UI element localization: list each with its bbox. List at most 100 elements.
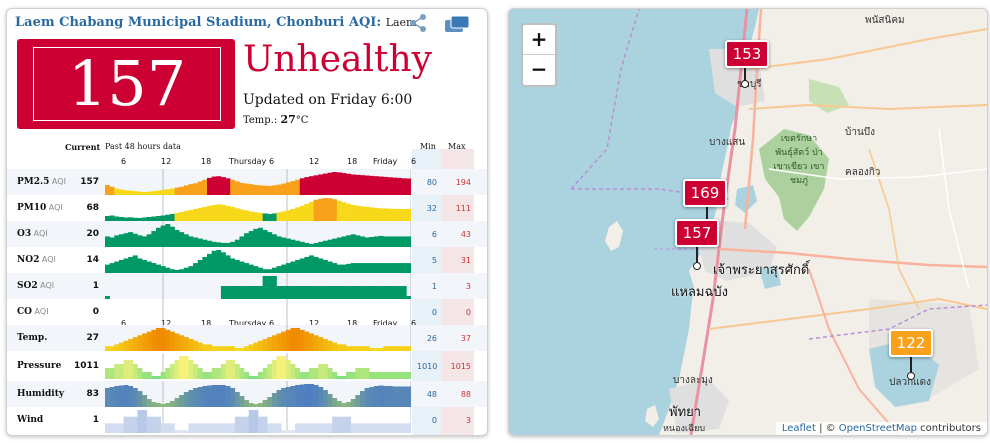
- aqi-value-box: 157: [17, 39, 235, 129]
- row-history-chart[interactable]: [105, 247, 411, 273]
- history-bar: [318, 364, 324, 379]
- history-bar: [239, 261, 245, 273]
- history-bar: [318, 423, 324, 433]
- row-history-chart[interactable]: [105, 299, 411, 325]
- row-history-chart[interactable]: [105, 407, 411, 433]
- history-bar: [313, 286, 319, 299]
- station-marker[interactable]: 169: [683, 179, 727, 207]
- widget-cards-icon[interactable]: [443, 14, 471, 34]
- history-row-so2: SO2 AQI 1 1 3: [7, 273, 487, 299]
- station-marker[interactable]: 157: [675, 219, 719, 247]
- history-bar: [313, 175, 319, 195]
- history-bar: [309, 384, 314, 407]
- history-bar: [406, 372, 411, 379]
- history-bar: [290, 239, 296, 247]
- history-bar: [225, 178, 231, 195]
- history-bar: [397, 263, 403, 273]
- history-bar: [309, 423, 314, 433]
- min-header: Min: [420, 142, 436, 151]
- history-bar: [350, 174, 356, 195]
- history-bar: [230, 241, 236, 247]
- place-label: บางแสน: [709, 137, 746, 148]
- history-bar: [174, 212, 180, 221]
- row-history-chart[interactable]: [105, 325, 411, 351]
- row-min-value: 1: [431, 282, 437, 291]
- history-bar: [109, 387, 115, 407]
- map-panel[interactable]: + − พนัสนิคม ชลบุรี บ้านบึง บางแสน เขตรั…: [508, 8, 988, 436]
- history-bar: [202, 256, 208, 273]
- history-bar: [156, 416, 161, 433]
- history-bar: [109, 423, 115, 433]
- history-bar: [174, 398, 180, 407]
- history-bar: [290, 181, 296, 195]
- history-bar: [197, 238, 203, 247]
- history-bar: [346, 263, 352, 273]
- station-marker[interactable]: 122: [889, 329, 933, 357]
- row-history-chart[interactable]: [105, 169, 411, 195]
- row-history-chart[interactable]: [105, 381, 411, 407]
- history-bar: [295, 423, 301, 433]
- osm-link[interactable]: OpenStreetMap: [838, 423, 917, 434]
- history-bar: [322, 260, 328, 273]
- history-bar: [267, 423, 273, 433]
- history-bar: [105, 215, 110, 221]
- history-bar: [295, 240, 301, 247]
- history-bar: [109, 237, 115, 247]
- history-bar: [142, 260, 148, 273]
- history-bar: [114, 216, 120, 221]
- row-history-chart[interactable]: [105, 273, 411, 299]
- zoom-out-button[interactable]: −: [530, 57, 548, 81]
- history-bar: [276, 236, 282, 247]
- temp-label: Temp.:: [243, 115, 278, 126]
- history-bar: [146, 372, 152, 379]
- history-bar: [364, 423, 370, 433]
- station-title[interactable]: Laem Chabang Municipal Stadium, Chonburi…: [15, 15, 417, 30]
- history-bar: [248, 403, 254, 407]
- history-bar: [299, 205, 305, 221]
- history-bar: [309, 176, 314, 195]
- row-label: Temp.: [17, 333, 47, 343]
- row-current-value: 0: [92, 307, 99, 317]
- row-name: SO2: [17, 281, 38, 291]
- history-bar: [392, 386, 398, 407]
- map-tiles[interactable]: [509, 9, 987, 435]
- marker-dot: [693, 262, 701, 270]
- history-bar: [281, 286, 287, 299]
- history-bar: [188, 423, 194, 433]
- history-bar: [109, 263, 115, 273]
- history-bar: [271, 185, 277, 195]
- history-bar: [364, 206, 370, 221]
- history-bar: [360, 263, 365, 273]
- history-bar: [401, 236, 407, 247]
- history-bar: [165, 214, 171, 221]
- row-history-chart[interactable]: [105, 195, 411, 221]
- history-bar: [295, 368, 301, 379]
- history-bar: [225, 360, 231, 379]
- row-name: O3: [17, 229, 32, 239]
- station-title-text[interactable]: Laem Chabang Municipal Stadium, Chonburi…: [15, 15, 382, 30]
- history-bar: [313, 368, 319, 379]
- row-name: Pressure: [17, 361, 62, 371]
- station-marker[interactable]: 153: [725, 40, 769, 68]
- row-label: SO2 AQI: [17, 281, 54, 291]
- row-aqi-suffix: AQI: [49, 177, 66, 186]
- history-bar: [392, 263, 398, 273]
- history-bar: [364, 286, 370, 299]
- zoom-in-button[interactable]: +: [523, 25, 555, 55]
- history-bar: [146, 234, 152, 247]
- history-bar: [304, 242, 310, 247]
- history-bar: [239, 236, 245, 247]
- row-max-value: 1015: [450, 362, 471, 371]
- history-bar: [239, 368, 245, 379]
- history-bar: [355, 235, 361, 247]
- history-bar: [183, 185, 189, 195]
- row-history-chart[interactable]: [105, 221, 411, 247]
- share-icon[interactable]: [407, 13, 429, 33]
- history-bar: [276, 184, 282, 195]
- row-history-chart[interactable]: [105, 353, 411, 379]
- history-bar: [364, 237, 370, 247]
- leaflet-link[interactable]: Leaflet: [781, 423, 816, 434]
- history-bar: [304, 423, 310, 433]
- history-bar: [188, 338, 194, 351]
- history-row-o3: O3 AQI 20 6 43: [7, 221, 487, 247]
